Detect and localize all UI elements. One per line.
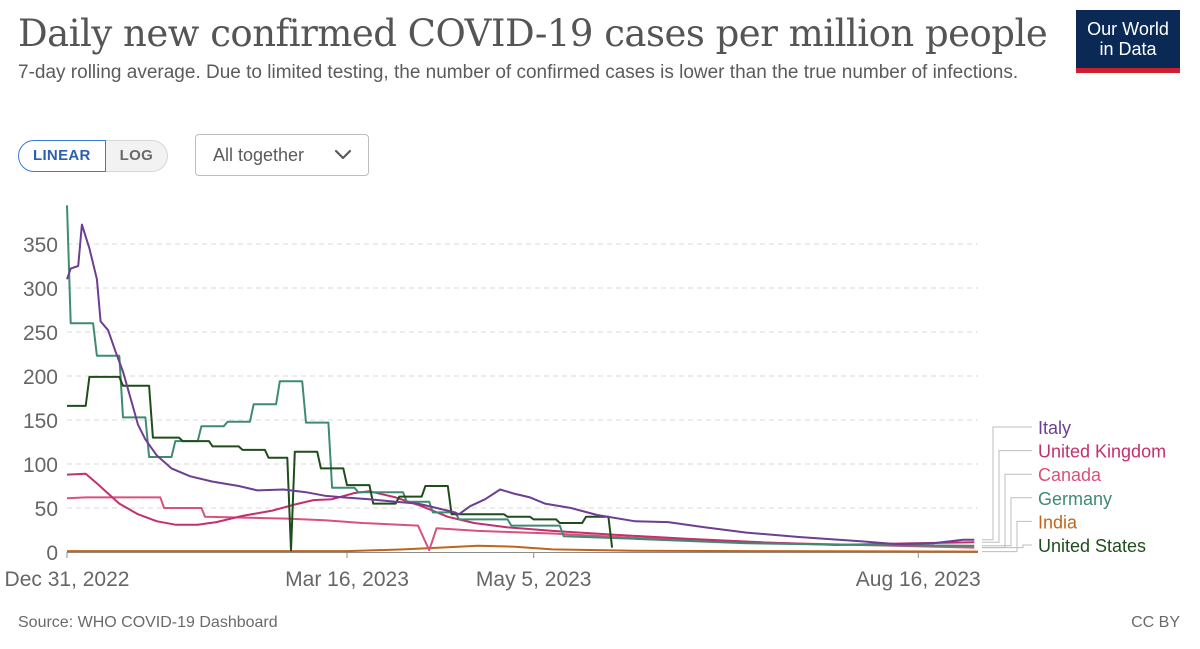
source-note: Source: WHO COVID-19 Dashboard (18, 614, 278, 631)
series-line-germany (66, 205, 975, 547)
x-tick-label: May 5, 2023 (476, 568, 592, 591)
logo-line-1: Our World (1087, 19, 1169, 39)
series-line-united-kingdom (66, 472, 975, 546)
series-line-italy (66, 223, 975, 546)
license-note: CC BY (1131, 614, 1180, 631)
legend-label-india: India (1038, 512, 1078, 532)
logo-line-2: in Data (1099, 39, 1157, 59)
y-tick-label: 50 (35, 498, 58, 521)
legend-connector (982, 497, 1032, 547)
chart-title: Daily new confirmed COVID-19 cases per m… (18, 12, 1048, 55)
owid-logo[interactable]: Our World in Data (1076, 10, 1180, 73)
x-tick-label: Mar 16, 2023 (285, 568, 409, 591)
y-tick-label: 200 (23, 366, 58, 389)
y-tick-label: 350 (23, 234, 58, 257)
legend-connector (982, 450, 1032, 543)
facet-dropdown[interactable]: All together (195, 134, 369, 176)
legend-connector (982, 544, 1032, 549)
legend-label-italy: Italy (1038, 418, 1071, 438)
x-tick-label: Dec 31, 2022 (5, 568, 130, 591)
legend-connector (982, 426, 1032, 541)
series-line-united-states (67, 375, 614, 552)
series-line-india (67, 544, 979, 553)
y-tick-label: 100 (23, 454, 58, 477)
y-tick-label: 300 (23, 278, 58, 301)
chart-subtitle: 7-day rolling average. Due to limited te… (18, 62, 1019, 83)
dropdown-label: All together (213, 145, 305, 165)
x-tick-label: Aug 16, 2023 (856, 568, 981, 591)
linear-scale-button[interactable]: LINEAR (18, 140, 106, 172)
legend-label-united-states: United States (1038, 536, 1146, 556)
y-tick-label: 250 (23, 322, 58, 345)
legend-label-united-kingdom: United Kingdom (1038, 442, 1166, 462)
log-scale-button[interactable]: LOG (105, 140, 169, 172)
y-tick-label: 0 (46, 542, 58, 565)
legend-label-canada: Canada (1038, 465, 1102, 485)
legend-label-germany: Germany (1038, 489, 1112, 509)
legend-connector (982, 473, 1032, 549)
y-tick-label: 150 (23, 410, 58, 433)
scale-toggle: LINEAR LOG (18, 140, 169, 172)
line-chart: 0 50 100 150 200 250 300 350 Dec 31, 2022 Mar 16,… (5, 205, 1166, 591)
chevron-down-icon (334, 149, 352, 160)
legend-connector (982, 520, 1032, 553)
